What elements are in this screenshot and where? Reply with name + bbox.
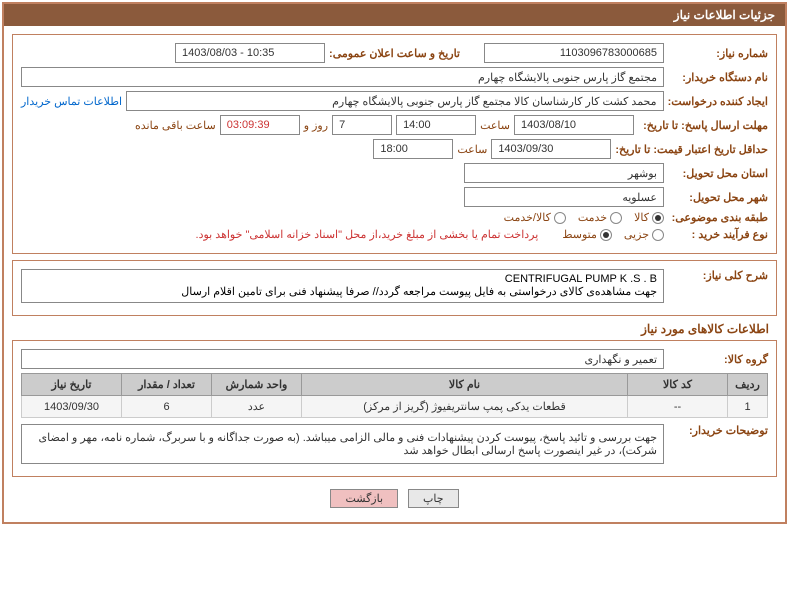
buy-type-radio-group: جزیی متوسط bbox=[562, 228, 664, 241]
payment-note: پرداخت تمام یا بخشی از مبلغ خرید،از محل … bbox=[196, 228, 539, 241]
th-date: تاریخ نیاز bbox=[22, 374, 122, 396]
buyer-org-field: مجتمع گاز پارس جنوبی پالایشگاه چهارم bbox=[21, 67, 664, 87]
validity-date-field: 1403/09/30 bbox=[491, 139, 611, 159]
buy-type-label: نوع فرآیند خرید : bbox=[668, 228, 768, 241]
days-left-field: 7 bbox=[332, 115, 392, 135]
th-name: نام کالا bbox=[302, 374, 628, 396]
general-desc-field: CENTRIFUGAL PUMP K .S . B جهت مشاهده‌ی ک… bbox=[21, 269, 664, 303]
deadline-label: مهلت ارسال پاسخ: تا تاریخ: bbox=[638, 119, 768, 132]
buyer-notes-field: جهت بررسی و تائید پاسخ، پیوست کردن پیشنه… bbox=[21, 424, 664, 464]
buyer-notes-label: توضیحات خریدار: bbox=[668, 424, 768, 437]
validity-label: حداقل تاریخ اعتبار قیمت: تا تاریخ: bbox=[615, 143, 768, 156]
days-word: روز و bbox=[304, 119, 328, 132]
table-row: 1 -- قطعات یدکی پمپ سانتریفیوژ (گریز از … bbox=[22, 396, 768, 418]
deadline-time-field: 14:00 bbox=[396, 115, 476, 135]
radio-minor-label: جزیی bbox=[624, 228, 649, 241]
td-unit: عدد bbox=[212, 396, 302, 418]
radio-medium[interactable] bbox=[600, 229, 612, 241]
buyer-org-label: نام دستگاه خریدار: bbox=[668, 71, 768, 84]
requester-field: محمد کشت کار کارشناسان کالا مجتمع گاز پا… bbox=[126, 91, 664, 111]
td-row: 1 bbox=[728, 396, 768, 418]
requester-label: ایجاد کننده درخواست: bbox=[668, 95, 768, 108]
radio-goods[interactable] bbox=[652, 212, 664, 224]
validity-time-field: 18:00 bbox=[373, 139, 453, 159]
goods-group-label: گروه کالا: bbox=[668, 353, 768, 366]
contact-link[interactable]: اطلاعات تماس خریدار bbox=[21, 95, 122, 108]
th-row: ردیف bbox=[728, 374, 768, 396]
category-radio-group: کالا خدمت کالا/خدمت bbox=[504, 211, 664, 224]
td-name: قطعات یدکی پمپ سانتریفیوژ (گریز از مرکز) bbox=[302, 396, 628, 418]
announce-dt-field: 1403/08/03 - 10:35 bbox=[175, 43, 325, 63]
countdown-field: 03:09:39 bbox=[220, 115, 300, 135]
goods-table: ردیف کد کالا نام کالا واحد شمارش تعداد /… bbox=[21, 373, 768, 418]
delivery-prov-field: بوشهر bbox=[464, 163, 664, 183]
goods-section: گروه کالا: تعمیر و نگهداری ردیف کد کالا … bbox=[12, 340, 777, 477]
panel-header: جزئیات اطلاعات نیاز bbox=[4, 4, 785, 26]
print-button[interactable]: چاپ bbox=[408, 489, 459, 508]
radio-both-label: کالا/خدمت bbox=[504, 211, 551, 224]
general-desc-label: شرح کلی نیاز: bbox=[668, 269, 768, 282]
radio-medium-label: متوسط bbox=[562, 228, 597, 241]
goods-info-title: اطلاعات کالاهای مورد نیاز bbox=[20, 322, 769, 336]
radio-service[interactable] bbox=[610, 212, 622, 224]
delivery-city-field: عسلویه bbox=[464, 187, 664, 207]
delivery-prov-label: استان محل تحویل: bbox=[668, 167, 768, 180]
time-word-2: ساعت bbox=[457, 143, 487, 156]
back-button[interactable]: بازگشت bbox=[330, 489, 398, 508]
td-code: -- bbox=[628, 396, 728, 418]
remaining-word: ساعت باقی مانده bbox=[135, 119, 216, 132]
time-word-1: ساعت bbox=[480, 119, 510, 132]
need-no-field: 1103096783000685 bbox=[484, 43, 664, 63]
td-qty: 6 bbox=[122, 396, 212, 418]
radio-service-label: خدمت bbox=[578, 211, 607, 224]
th-qty: تعداد / مقدار bbox=[122, 374, 212, 396]
radio-goods-label: کالا bbox=[634, 211, 649, 224]
delivery-city-label: شهر محل تحویل: bbox=[668, 191, 768, 204]
announce-dt-label: تاریخ و ساعت اعلان عمومی: bbox=[329, 47, 460, 60]
td-date: 1403/09/30 bbox=[22, 396, 122, 418]
buttons-row: چاپ بازگشت bbox=[12, 483, 777, 514]
need-no-label: شماره نیاز: bbox=[668, 47, 768, 60]
goods-group-field: تعمیر و نگهداری bbox=[21, 349, 664, 369]
radio-minor[interactable] bbox=[652, 229, 664, 241]
radio-both[interactable] bbox=[554, 212, 566, 224]
details-section: شماره نیاز: 1103096783000685 تاریخ و ساع… bbox=[12, 34, 777, 254]
category-label: طبقه بندی موضوعی: bbox=[668, 211, 768, 224]
main-panel: جزئیات اطلاعات نیاز شماره نیاز: 11030967… bbox=[2, 2, 787, 524]
th-code: کد کالا bbox=[628, 374, 728, 396]
desc-section: شرح کلی نیاز: CENTRIFUGAL PUMP K .S . B … bbox=[12, 260, 777, 316]
deadline-date-field: 1403/08/10 bbox=[514, 115, 634, 135]
th-unit: واحد شمارش bbox=[212, 374, 302, 396]
